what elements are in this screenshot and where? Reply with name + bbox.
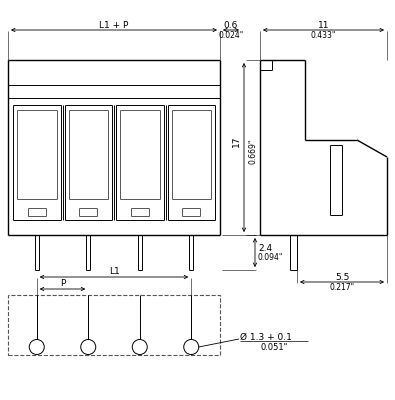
Bar	[8, 295, 220, 355]
Text: 0.217": 0.217"	[329, 282, 355, 292]
Text: 17: 17	[232, 136, 241, 147]
Text: L1: L1	[109, 268, 119, 276]
Text: 0.6: 0.6	[224, 20, 238, 30]
Text: P: P	[60, 280, 65, 288]
Text: 0.024": 0.024"	[218, 30, 244, 40]
Text: L1 + P: L1 + P	[99, 20, 129, 30]
Text: Ø 1.3 + 0.1: Ø 1.3 + 0.1	[240, 332, 292, 342]
Text: 11: 11	[318, 20, 329, 30]
Text: 0.433": 0.433"	[311, 30, 336, 40]
Text: 0.051": 0.051"	[260, 342, 288, 352]
Text: 0.669": 0.669"	[248, 139, 257, 164]
Text: 2.4: 2.4	[258, 244, 272, 253]
Text: 0.094": 0.094"	[258, 253, 283, 262]
Text: 5.5: 5.5	[335, 272, 349, 282]
